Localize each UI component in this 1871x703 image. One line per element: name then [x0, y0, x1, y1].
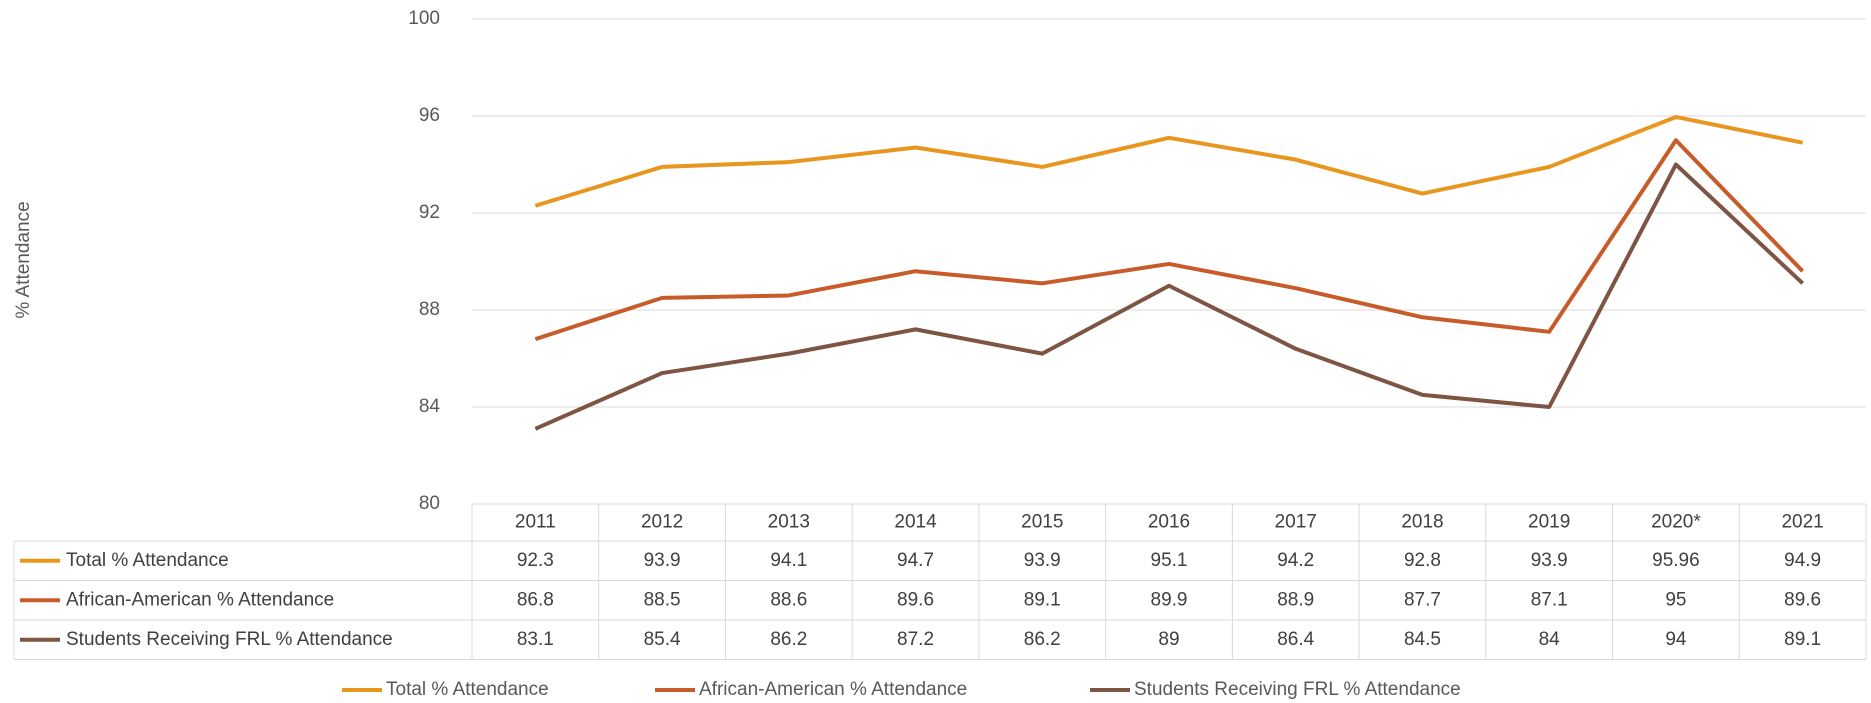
x-tick-label: 2013 [768, 512, 810, 533]
y-tick-label: 100 [408, 8, 440, 29]
table-cell: 93.9 [1024, 550, 1061, 571]
table-cell: 86.2 [770, 629, 807, 650]
x-tick-label: 2014 [894, 512, 937, 533]
x-tick-label: 2017 [1275, 512, 1317, 533]
y-axis-title: % Attendance [13, 201, 34, 318]
table-cell: 95.96 [1652, 550, 1700, 571]
table-cell: 87.1 [1531, 589, 1568, 610]
legend-label: Total % Attendance [386, 679, 549, 700]
y-tick-label: 96 [419, 105, 440, 126]
table-cell: 87.7 [1404, 589, 1441, 610]
table-cell: 89 [1158, 629, 1179, 650]
y-tick-label: 84 [419, 396, 441, 417]
table-cell: 89.6 [1784, 589, 1821, 610]
legend-label: African-American % Attendance [699, 679, 967, 700]
table-cell: 92.3 [517, 550, 554, 571]
table-cell: 87.2 [897, 629, 934, 650]
y-tick-label: 88 [419, 299, 440, 320]
table-cell: 84 [1539, 629, 1561, 650]
x-tick-label: 2015 [1021, 512, 1063, 533]
table-cell: 86.8 [517, 589, 554, 610]
table-cell: 94.2 [1277, 550, 1314, 571]
table-cell: 94.1 [770, 550, 807, 571]
table-cell: 94.9 [1784, 550, 1821, 571]
table-cell: 89.6 [897, 589, 934, 610]
table-cell: 85.4 [644, 629, 681, 650]
table-cell: 92.8 [1404, 550, 1441, 571]
table-cell: 84.5 [1404, 629, 1441, 650]
table-cell: 88.5 [644, 589, 681, 610]
x-tick-label: 2011 [515, 512, 556, 533]
x-tick-label: 2018 [1401, 512, 1443, 533]
table-row-label: Students Receiving FRL % Attendance [66, 629, 393, 650]
table-cell: 88.9 [1277, 589, 1314, 610]
table-cell: 95 [1665, 589, 1686, 610]
x-tick-label: 2020* [1651, 512, 1701, 533]
legend-label: Students Receiving FRL % Attendance [1134, 679, 1461, 700]
table-cell: 88.6 [770, 589, 807, 610]
table-cell: 89.1 [1024, 589, 1061, 610]
table-row-label: African-American % Attendance [66, 589, 334, 610]
x-tick-label: 2016 [1148, 512, 1190, 533]
series-line [534, 162, 1805, 431]
table-cell: 94 [1665, 629, 1687, 650]
x-tick-label: 2021 [1781, 512, 1823, 533]
series-line [534, 114, 1804, 208]
table-cell: 93.9 [644, 550, 681, 571]
table-cell: 89.9 [1151, 589, 1188, 610]
table-cell: 95.1 [1151, 550, 1188, 571]
y-tick-label: 92 [419, 202, 440, 223]
table-cell: 83.1 [517, 629, 554, 650]
table-cell: 89.1 [1784, 629, 1821, 650]
table-cell: 93.9 [1531, 550, 1568, 571]
x-tick-label: 2019 [1528, 512, 1570, 533]
table-cell: 86.4 [1277, 629, 1314, 650]
y-tick-label: 80 [419, 493, 440, 514]
series-line [534, 138, 1805, 342]
table-cell: 94.7 [897, 550, 934, 571]
x-tick-label: 2012 [641, 512, 683, 533]
table-cell: 86.2 [1024, 629, 1061, 650]
table-row-label: Total % Attendance [66, 550, 229, 571]
